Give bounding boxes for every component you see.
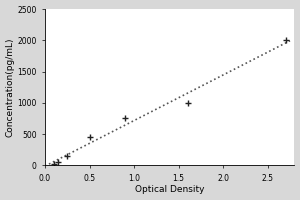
Y-axis label: Concentration(pg/mL): Concentration(pg/mL) bbox=[6, 37, 15, 137]
X-axis label: Optical Density: Optical Density bbox=[135, 185, 205, 194]
